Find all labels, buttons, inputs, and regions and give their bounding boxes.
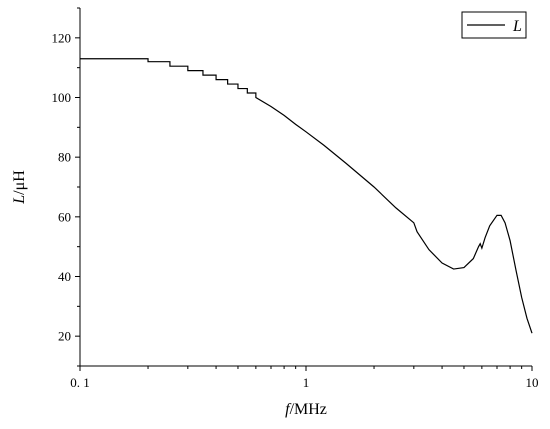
x-tick-label: 10 bbox=[526, 375, 539, 390]
x-tick-label: 1 bbox=[303, 375, 310, 390]
y-axis-title: L/μH bbox=[11, 170, 28, 205]
y-axis-title-unit: /μH bbox=[11, 170, 28, 195]
legend-label-l: L bbox=[512, 18, 522, 35]
y-axis-title-var: L bbox=[11, 195, 28, 205]
y-tick-label: 100 bbox=[52, 90, 72, 105]
y-tick-labels: 20 40 60 80 100 120 bbox=[52, 30, 72, 343]
y-tick-label: 60 bbox=[58, 209, 71, 224]
x-axis-title-unit: /MHz bbox=[290, 401, 327, 418]
y-ticks bbox=[75, 7, 80, 367]
x-axis-title: f/MHz bbox=[285, 401, 327, 418]
x-axis-title-var: f bbox=[285, 401, 292, 418]
x-tick-labels: 0. 1 1 10 bbox=[70, 375, 538, 390]
y-tick-label: 120 bbox=[52, 30, 72, 45]
series-line-l bbox=[80, 58, 533, 334]
legend: L bbox=[461, 11, 527, 39]
x-tick-label: 0. 1 bbox=[70, 375, 90, 390]
x-ticks bbox=[79, 366, 533, 371]
y-tick-label: 40 bbox=[58, 269, 71, 284]
y-tick-label: 80 bbox=[58, 150, 71, 165]
y-tick-label: 20 bbox=[58, 329, 71, 344]
